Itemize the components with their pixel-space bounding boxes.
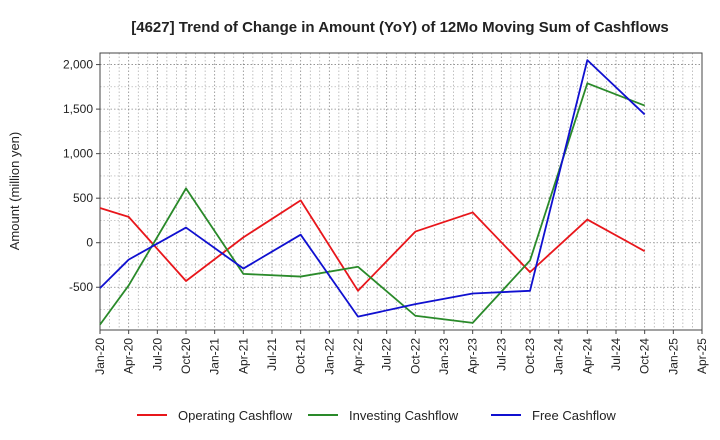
grid-layer	[99, 53, 703, 330]
x-tick-label-18: Jul-24	[609, 338, 623, 371]
x-tick-label-21: Apr-25	[695, 338, 709, 374]
x-tick-label-17: Apr-24	[580, 338, 594, 374]
x-tick-label-7: Oct-21	[294, 338, 308, 374]
y-tick-label-4: 1,500	[63, 102, 93, 116]
series-layer	[99, 59, 646, 326]
x-tick-label-5: Apr-21	[236, 338, 250, 374]
investing-cashflow-line	[99, 82, 645, 326]
x-tick-label-2: Jul-20	[150, 338, 164, 371]
legend-label-free-cashflow: Free Cashflow	[532, 408, 616, 423]
legend-label-operating-cashflow: Operating Cashflow	[178, 408, 293, 423]
y-axis-ticks: -500 0 500 1,000 1,500 2,000	[63, 58, 100, 294]
legend-label-investing-cashflow: Investing Cashflow	[349, 408, 459, 423]
y-tick-label-5: 2,000	[63, 58, 93, 72]
plot-frame	[99, 52, 703, 331]
legend: Operating Cashflow Investing Cashflow Free…	[137, 408, 616, 423]
x-tick-label-16: Jan-24	[552, 338, 566, 375]
x-tick-label-14: Jul-23	[494, 338, 508, 371]
x-tick-label-12: Jan-23	[437, 338, 451, 375]
y-tick-label-0: -500	[69, 280, 93, 294]
plot-border	[99, 52, 703, 331]
x-tick-label-13: Apr-23	[466, 338, 480, 374]
x-tick-label-3: Oct-20	[179, 338, 193, 374]
x-tick-label-19: Oct-24	[638, 338, 652, 374]
x-tick-label-10: Jul-22	[380, 338, 394, 371]
operating-cashflow-line	[99, 199, 646, 292]
y-tick-label-1: 0	[86, 236, 93, 250]
x-tick-label-8: Jan-22	[322, 338, 336, 375]
y-tick-label-2: 500	[73, 191, 93, 205]
x-tick-label-11: Oct-22	[408, 338, 422, 374]
free-cashflow-line	[99, 59, 646, 318]
x-tick-label-6: Jul-21	[265, 338, 279, 371]
x-tick-label-0: Jan-20	[93, 338, 107, 375]
x-axis-ticks: Jan-20 Apr-20 Jul-20 Oct-20 Jan-21 Apr-21 Jul-…	[93, 330, 709, 375]
chart-title: [4627] Trend of Change in Amount (YoY) o…	[131, 19, 669, 36]
x-tick-label-20: Jan-25	[666, 338, 680, 375]
x-tick-label-4: Jan-21	[208, 338, 222, 375]
y-tick-label-3: 1,000	[63, 147, 93, 161]
y-axis-label: Amount (million yen)	[7, 132, 22, 251]
x-tick-label-1: Apr-20	[122, 338, 136, 374]
x-tick-label-9: Apr-22	[351, 338, 365, 374]
x-tick-label-15: Oct-23	[523, 338, 537, 374]
